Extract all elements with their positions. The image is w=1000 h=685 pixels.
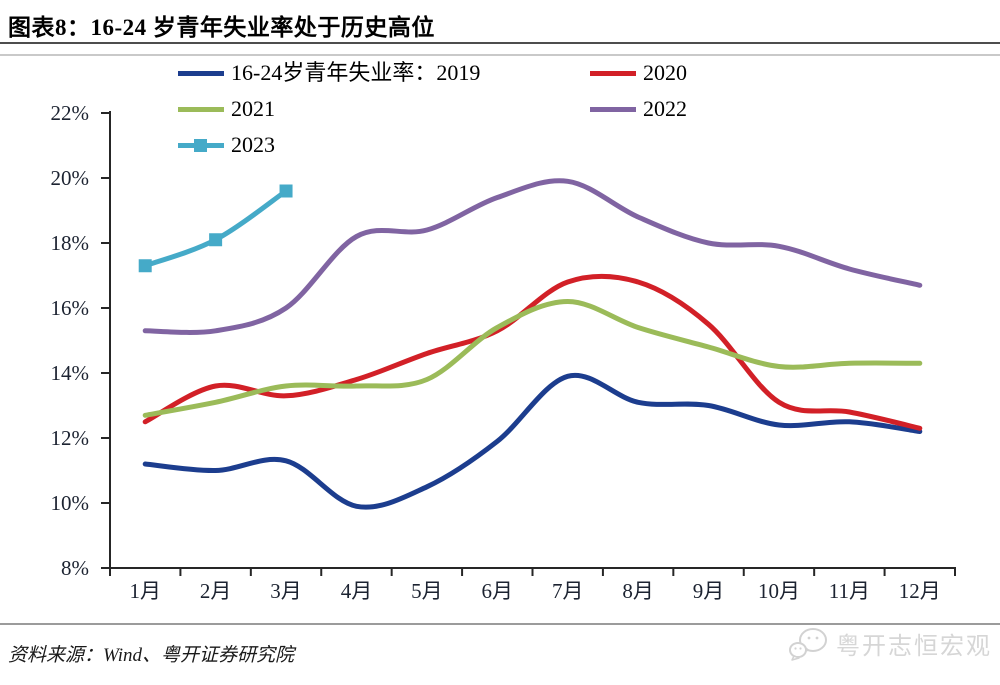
legend-line-sample-2019 [178,70,224,76]
watermark: 粤开志恒宏观 [788,626,992,661]
x-axis-month-label: 12月 [899,579,941,603]
series-line-2022 [142,178,923,335]
x-axis-month-label: 4月 [341,579,373,603]
y-axis-tick-label: 22% [51,101,90,125]
x-axis-month-label: 1月 [129,579,161,603]
series-line-2020 [142,273,923,431]
y-axis-tick-label: 20% [51,166,90,190]
watermark-text: 粤开志恒宏观 [836,634,992,660]
x-axis-month-label: 3月 [270,579,302,603]
legend-item-2019: 16-24岁青年失业率：2019 [178,55,590,91]
chart-legend: 16-24岁青年失业率：2019 2020 2021 2022 2023 [178,55,687,163]
legend-item-2020: 2020 [590,55,687,91]
legend-line-sample-2020 [590,70,636,76]
series-marker-2023 [138,259,152,273]
legend-label-2023: 2023 [231,132,275,157]
legend-line-sample-2023 [178,138,224,152]
x-axis-month-label: 5月 [411,579,443,603]
y-axis-tick-label: 8% [61,556,89,580]
series-marker-2023 [209,233,223,247]
legend-line-sample-2021 [178,106,224,112]
x-axis-month-label: 7月 [552,579,584,603]
title-rule-dark [0,42,1000,44]
source-note: 资料来源：Wind、粤开证券研究院 [8,645,295,666]
legend-label-2021: 2021 [231,96,275,121]
y-axis-tick-label: 18% [51,231,90,255]
x-axis-month-label: 11月 [829,579,870,603]
y-axis-tick-label: 12% [51,426,90,450]
chart-title: 图表8：16-24 岁青年失业率处于历史高位 [8,15,435,40]
y-axis-tick-label: 14% [51,361,90,385]
x-axis-month-label: 6月 [482,579,514,603]
y-axis-tick-label: 10% [51,491,90,515]
x-axis-month-label: 9月 [693,579,725,603]
series-line-2023 [142,188,289,269]
legend-label-2020: 2020 [643,60,687,85]
legend-square-marker-2023 [194,138,207,152]
series-line-2021 [142,299,923,418]
x-axis-month-label: 10月 [758,579,800,603]
series-marker-2023 [279,184,293,198]
legend-item-2023: 2023 [178,127,590,163]
legend-item-2022: 2022 [590,91,687,127]
x-axis-month-label: 8月 [622,579,654,603]
legend-item-2021: 2021 [178,91,590,127]
x-axis-month-label: 2月 [200,579,232,603]
wechat-icon [789,627,827,661]
title-rule-light [0,54,1000,56]
y-axis-tick-label: 16% [51,296,90,320]
legend-label-2022: 2022 [643,96,687,121]
footer-rule [0,623,1000,625]
legend-label-2019: 16-24岁青年失业率：2019 [231,60,481,85]
legend-line-sample-2022 [590,106,636,112]
series-line-16242019 [142,372,923,510]
